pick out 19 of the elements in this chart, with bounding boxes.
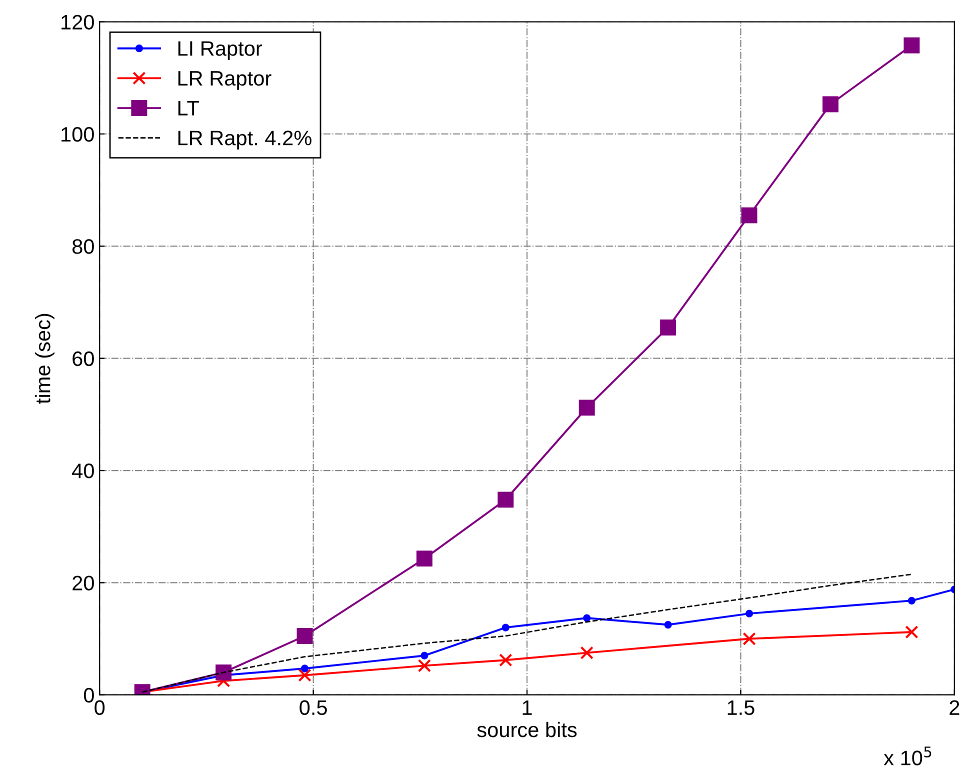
y-tick-label: 80 (72, 239, 94, 254)
x-tick-label: 1.5 (728, 700, 754, 716)
legend-label: LR Raptor (178, 71, 272, 90)
legend-label: LI Raptor (178, 41, 262, 60)
text: x 10$^{5}$ (884, 746, 932, 766)
y-tick-label: 40 (72, 464, 94, 478)
y-tick-label: 0 (84, 688, 94, 703)
y-tick-label: 100 (62, 126, 94, 142)
legend-label: LT (178, 101, 199, 116)
y-tick-label: 60 (72, 351, 94, 366)
y-tick-label: 20 (72, 576, 94, 590)
x-tick-label: 0 (94, 700, 105, 716)
x-tick-label: 1 (522, 700, 532, 715)
x-tick-label: 2 (950, 700, 960, 715)
x-axis-title: source bits (477, 722, 577, 738)
legend-label: LR Rapt. 4.2% (178, 130, 312, 150)
x-tick-label: 0.5 (300, 700, 327, 716)
y-axis-title: time (sec) (35, 314, 54, 404)
y-tick-label: 120 (62, 14, 94, 30)
